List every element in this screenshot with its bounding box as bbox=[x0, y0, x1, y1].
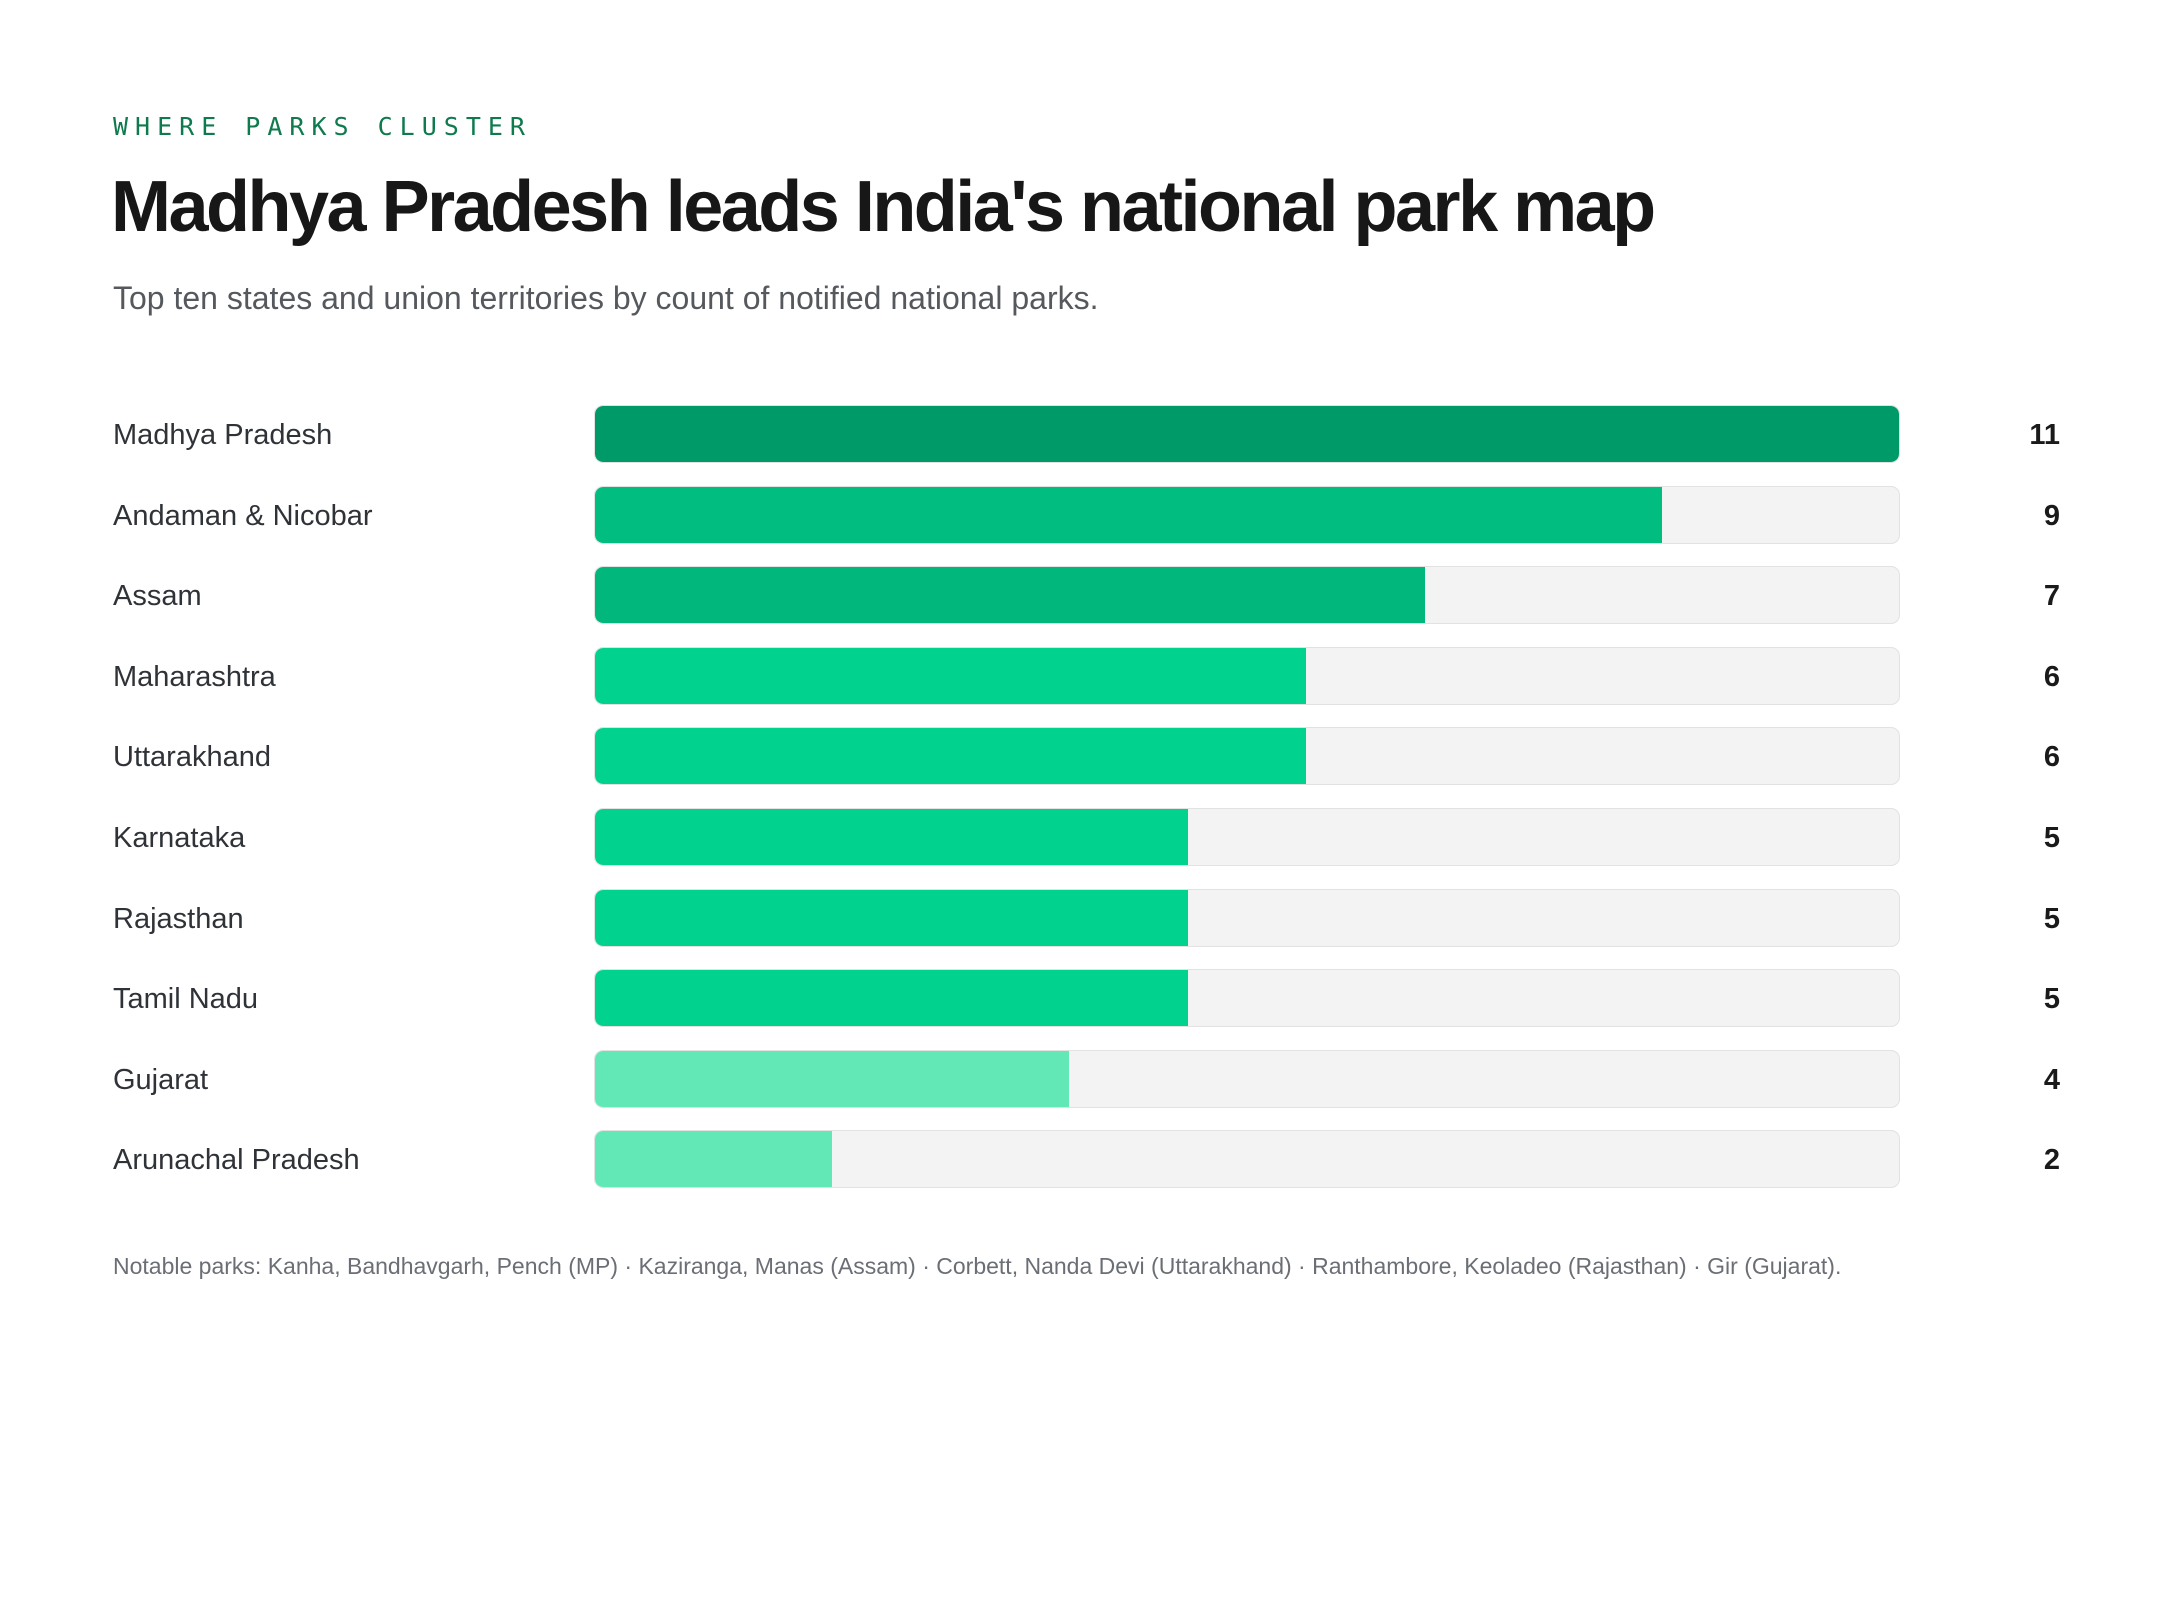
bar-row: Uttarakhand 6 bbox=[0, 727, 2160, 787]
bar bbox=[595, 567, 1425, 624]
bar-track bbox=[594, 1049, 1900, 1108]
subtitle: Top ten states and union territories by … bbox=[113, 280, 1099, 316]
bar-label: Tamil Nadu bbox=[113, 983, 259, 1016]
bar bbox=[595, 889, 1188, 946]
bar-value-label: 4 bbox=[2043, 1063, 2060, 1096]
bar bbox=[595, 809, 1188, 865]
bar-track bbox=[594, 566, 1900, 625]
bar-label: Karnataka bbox=[113, 822, 246, 854]
bar-label: Assam bbox=[113, 580, 202, 613]
bar-row: Arunachal Pradesh 2 bbox=[0, 1130, 2160, 1190]
bar-value-label: 6 bbox=[2043, 741, 2060, 774]
bar-value-label: 2 bbox=[2043, 1144, 2060, 1177]
bar-row: Andaman & Nicobar 9 bbox=[0, 485, 2160, 546]
bar bbox=[595, 1050, 1070, 1107]
bar-value-label: 11 bbox=[2029, 419, 2060, 451]
bar-label: Uttarakhand bbox=[113, 741, 271, 774]
bar-row: Gujarat 4 bbox=[0, 1049, 2160, 1110]
bar-row: Madhya Pradesh 11 bbox=[0, 405, 2160, 465]
bar-track bbox=[594, 888, 1900, 947]
bar bbox=[595, 647, 1307, 704]
bar-row: Assam 7 bbox=[0, 566, 2160, 626]
bar-value-label: 5 bbox=[2043, 983, 2060, 1016]
bar-label: Maharashtra bbox=[113, 660, 276, 693]
bar-label: Rajasthan bbox=[113, 902, 244, 935]
bar-value-label: 6 bbox=[2043, 660, 2060, 693]
bar-row: Maharashtra 6 bbox=[0, 646, 2160, 707]
bar-track bbox=[594, 646, 1900, 705]
bar-track bbox=[594, 969, 1900, 1028]
bar-value-label: 9 bbox=[2043, 499, 2060, 532]
bar-label: Gujarat bbox=[113, 1063, 209, 1096]
bar bbox=[595, 728, 1307, 785]
bar-row: Karnataka 5 bbox=[0, 808, 2160, 868]
bar-value-label: 5 bbox=[2043, 822, 2060, 854]
bar bbox=[595, 406, 1899, 462]
bar-label: Arunachal Pradesh bbox=[113, 1144, 360, 1177]
page-title: Madhya Pradesh leads India's national pa… bbox=[111, 167, 1656, 247]
kicker: WHERE PARKS CLUSTER bbox=[113, 112, 532, 141]
bar-row: Tamil Nadu 5 bbox=[0, 969, 2160, 1029]
bar-track bbox=[594, 485, 1900, 544]
bar-track bbox=[594, 808, 1900, 866]
bar-label: Andaman & Nicobar bbox=[113, 499, 373, 532]
bar bbox=[595, 486, 1662, 543]
footnote: Notable parks: Kanha, Bandhavgarh, Pench… bbox=[113, 1253, 1842, 1279]
bar-label: Madhya Pradesh bbox=[113, 419, 333, 451]
bar-row: Rajasthan 5 bbox=[0, 888, 2160, 949]
bar-track bbox=[594, 1130, 1900, 1189]
bar-value-label: 5 bbox=[2043, 902, 2060, 935]
bar-track bbox=[594, 405, 1900, 463]
bar bbox=[595, 970, 1188, 1027]
bar bbox=[595, 1131, 833, 1188]
bar-track bbox=[594, 727, 1900, 786]
bar-value-label: 7 bbox=[2043, 580, 2060, 613]
